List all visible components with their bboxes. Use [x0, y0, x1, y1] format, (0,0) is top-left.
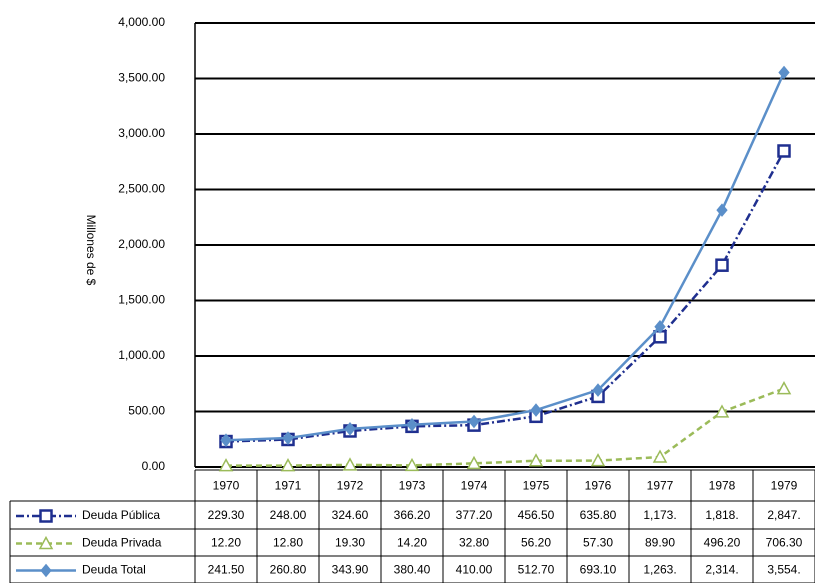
table-value: 410.00 [456, 563, 493, 577]
data-point [342, 457, 358, 471]
table-value: 456.50 [518, 508, 555, 522]
table-value: 3,554. [767, 563, 800, 577]
table-value: 343.90 [332, 563, 369, 577]
table-value: 248.00 [270, 508, 307, 522]
x-tick-label: 1976 [585, 479, 612, 493]
table-value: 380.40 [394, 563, 431, 577]
table-value: 324.60 [332, 508, 369, 522]
legend-label: Deuda Pública [82, 508, 160, 522]
x-tick-label: 1972 [337, 479, 364, 493]
legend-marker [38, 535, 54, 550]
table-value: 56.20 [521, 536, 551, 550]
table-value: 12.20 [211, 536, 241, 550]
table-value: 496.20 [704, 536, 741, 550]
table-value: 12.80 [273, 536, 303, 550]
table-value: 635.80 [580, 508, 617, 522]
x-tick-label: 1977 [647, 479, 674, 493]
data-point [590, 453, 606, 467]
y-tick-label: 4,000.00 [118, 15, 165, 29]
x-tick-label: 1975 [523, 479, 550, 493]
table-value: 1,263. [643, 563, 676, 577]
table-value: 366.20 [394, 508, 431, 522]
legend-label: Deuda Total [82, 563, 146, 577]
table-value: 706.30 [766, 536, 803, 550]
legend-marker [40, 563, 52, 578]
y-tick-label: 3,000.00 [118, 126, 165, 140]
table-value: 260.80 [270, 563, 307, 577]
data-point [714, 404, 730, 418]
table-value: 1,818. [705, 508, 738, 522]
table-value: 229.30 [208, 508, 245, 522]
y-tick-label: 3,500.00 [118, 71, 165, 85]
data-point [652, 449, 668, 463]
table-value: 377.20 [456, 508, 493, 522]
data-point [654, 320, 666, 334]
y-tick-label: 2,500.00 [118, 182, 165, 196]
data-point [778, 65, 790, 80]
data-point [716, 203, 728, 217]
legend-label: Deuda Privada [82, 536, 162, 550]
data-point [406, 417, 418, 432]
data-point [220, 433, 232, 447]
data-point [528, 453, 544, 467]
table-value: 241.50 [208, 563, 245, 577]
x-tick-label: 1973 [399, 479, 426, 493]
x-tick-label: 1978 [709, 479, 736, 493]
table-value: 14.20 [397, 536, 427, 550]
y-tick-label: 2,000.00 [118, 237, 165, 251]
series-line [225, 150, 786, 443]
data-point [468, 414, 480, 429]
table-value: 57.30 [583, 536, 613, 550]
data-point [280, 458, 296, 472]
data-point [530, 403, 542, 417]
data-point [218, 458, 234, 472]
y-axis-label: Millones de $ [84, 215, 98, 286]
legend-marker [39, 509, 53, 523]
data-point [404, 457, 420, 472]
data-point [282, 431, 294, 445]
data-point [776, 381, 792, 395]
table-value: 693.10 [580, 563, 617, 577]
data-point [344, 422, 356, 436]
y-tick-label: 500.00 [128, 404, 165, 418]
x-tick-label: 1974 [461, 479, 488, 493]
x-tick-label: 1971 [275, 479, 302, 493]
data-point [777, 144, 791, 158]
y-tick-label: 1,000.00 [118, 348, 165, 362]
table-value: 1,173. [643, 508, 676, 522]
data-point [466, 455, 482, 470]
y-tick-label: 1,500.00 [118, 293, 165, 307]
table-value: 2,847. [767, 508, 800, 522]
table-value: 89.90 [645, 536, 675, 550]
y-tick-label: 0.00 [142, 459, 166, 473]
data-point [592, 383, 604, 397]
table-value: 19.30 [335, 536, 365, 550]
table-value: 512.70 [518, 563, 555, 577]
table-value: 32.80 [459, 536, 489, 550]
x-tick-label: 1970 [213, 479, 240, 493]
data-point [715, 258, 729, 272]
table-value: 2,314. [705, 563, 738, 577]
series-line [225, 71, 786, 442]
x-tick-label: 1979 [771, 479, 798, 493]
series-line [225, 387, 785, 467]
